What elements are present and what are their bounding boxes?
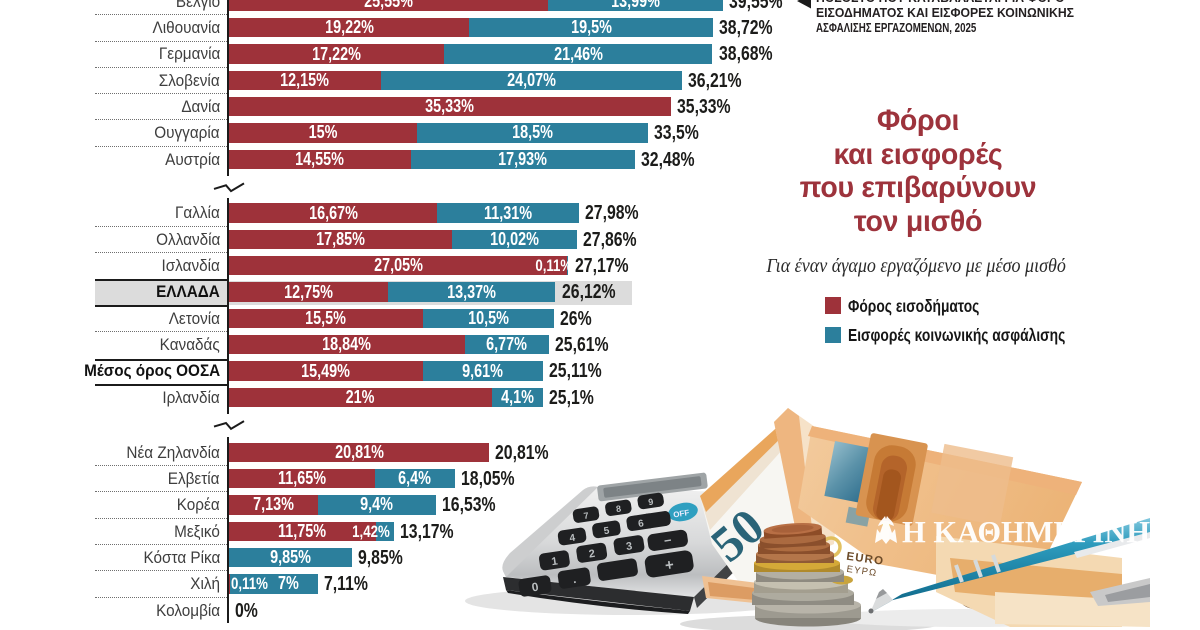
svg-text:8: 8	[615, 503, 621, 514]
svg-text:−: −	[663, 532, 673, 548]
svg-text:.: .	[572, 572, 577, 586]
svg-text:EURO: EURO	[846, 551, 885, 568]
svg-text:5: 5	[603, 525, 611, 537]
svg-text:7: 7	[583, 510, 589, 521]
svg-text:3: 3	[625, 540, 633, 553]
svg-text:2: 2	[588, 548, 596, 561]
svg-text:9: 9	[648, 497, 654, 508]
svg-text:OFF: OFF	[673, 508, 690, 519]
svg-text:EYPΩ: EYPΩ	[846, 564, 878, 579]
svg-text:Η ΚΑΘΗΜΕΡΙΝΗ: Η ΚΑΘΗΜΕΡΙΝΗ	[902, 515, 1150, 549]
svg-text:6: 6	[637, 518, 645, 530]
svg-text:0: 0	[531, 580, 540, 595]
svg-text:4: 4	[569, 533, 577, 545]
svg-text:+: +	[664, 556, 675, 574]
svg-text:1: 1	[551, 555, 559, 568]
